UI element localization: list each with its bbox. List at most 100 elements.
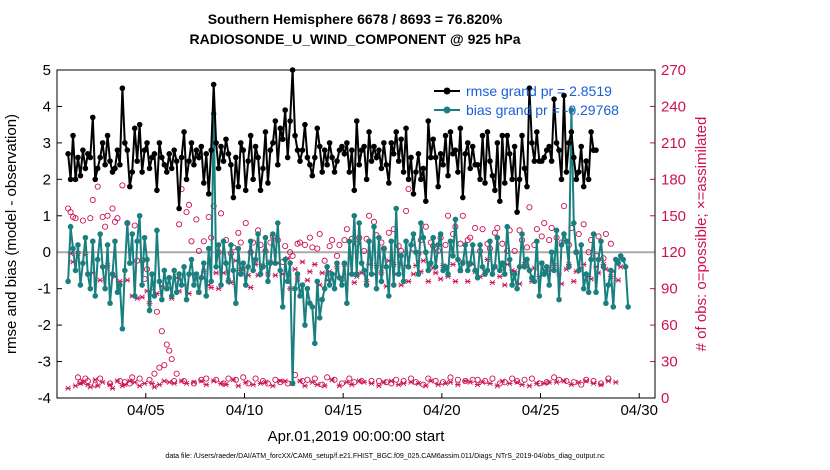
bias-point <box>506 256 513 263</box>
obs-possible-point <box>89 196 96 204</box>
bias-point <box>511 271 518 277</box>
obs-possible-point <box>264 380 271 387</box>
obs-assimilated-point <box>361 379 368 385</box>
bias-point <box>319 296 326 303</box>
rmse-point <box>151 151 158 157</box>
obs-possible-point <box>301 241 308 248</box>
bias-point <box>302 322 308 328</box>
obs-possible-point <box>509 375 516 382</box>
rmse-point <box>541 154 548 161</box>
bias-point <box>173 289 180 296</box>
obs-possible-point <box>188 238 195 245</box>
rmse-point <box>403 125 409 132</box>
bias-point <box>156 278 163 285</box>
obs-possible-point <box>580 221 587 228</box>
bias-point <box>329 271 335 277</box>
rmse-point <box>166 151 173 157</box>
obs-assimilated-point <box>546 379 553 385</box>
obs-assimilated-point <box>380 379 387 385</box>
bias-point <box>524 256 530 263</box>
bias-point <box>580 285 587 292</box>
rmse-point <box>122 140 128 146</box>
obs-assimilated-point <box>489 279 496 286</box>
obs-assimilated-point <box>501 282 508 288</box>
bias-point <box>344 300 350 307</box>
bias-point <box>168 293 175 299</box>
obs-assimilated-point <box>109 385 116 391</box>
rmse-point <box>173 158 180 164</box>
bias-point <box>477 242 483 248</box>
rmse-point <box>215 165 222 172</box>
bias-point <box>117 282 123 288</box>
bias-point <box>208 278 214 285</box>
rmse-point <box>107 158 113 164</box>
obs-possible-point <box>602 230 609 238</box>
bias-point <box>304 285 311 292</box>
bias-point <box>225 278 232 285</box>
bias-point <box>415 271 422 277</box>
obs-possible-point <box>173 370 180 377</box>
y-right-tick-label: 120 <box>661 244 686 261</box>
bias-point <box>171 267 177 274</box>
obs-possible-point <box>97 375 104 382</box>
obs-possible-point <box>407 375 415 382</box>
bias-point <box>467 260 474 266</box>
obs-assimilated-point <box>526 383 533 389</box>
bias-point <box>129 231 136 237</box>
obs-possible-point <box>314 245 321 252</box>
obs-possible-point <box>533 226 540 233</box>
bias-point <box>336 274 343 281</box>
rmse-point <box>230 194 237 201</box>
legend-bias: bias grand pr = -0.29768 <box>466 102 619 118</box>
obs-possible-point <box>296 239 304 246</box>
rmse-point <box>159 154 165 161</box>
obs-possible-point <box>521 376 528 383</box>
rmse-point <box>183 176 190 183</box>
obs-possible-point <box>499 240 506 247</box>
rmse-point <box>460 194 466 201</box>
obs-possible-point <box>442 241 449 248</box>
rmse-point <box>262 129 269 135</box>
rmse-point <box>551 96 557 102</box>
rmse-point <box>395 158 402 164</box>
rmse-point <box>156 140 163 146</box>
obs-assimilated-point <box>356 378 363 384</box>
rmse-point <box>455 169 461 175</box>
bias-point <box>112 238 118 245</box>
bias-point <box>452 216 459 223</box>
bias-point <box>603 300 609 307</box>
obs-assimilated-point <box>299 259 306 265</box>
bias-point <box>622 264 629 270</box>
bias-point <box>427 260 434 266</box>
bias-point <box>447 238 454 245</box>
rmse-point <box>181 129 187 135</box>
obs-possible-point <box>119 182 126 189</box>
obs-assimilated-point <box>218 380 224 387</box>
bias-point <box>605 282 612 288</box>
y-tick-label: 0 <box>43 244 51 261</box>
bias-point <box>546 282 552 288</box>
rmse-point <box>287 118 293 124</box>
obs-assimilated-point <box>247 284 254 291</box>
rmse-point <box>415 151 422 157</box>
bias-point <box>176 271 182 277</box>
obs-possible-point <box>111 218 119 225</box>
bias-point <box>89 238 96 245</box>
bias-point <box>543 264 550 270</box>
obs-possible-point <box>489 375 496 382</box>
y-tick-label: -2 <box>38 317 51 334</box>
y-tick-label: -1 <box>38 281 51 298</box>
obs-assimilated-point <box>568 382 575 388</box>
obs-possible-point <box>366 212 373 219</box>
rmse-point <box>400 169 407 175</box>
y-tick-label: 4 <box>43 98 51 115</box>
bias-point <box>455 256 461 263</box>
rmse-point <box>381 140 387 146</box>
obs-possible-point <box>432 377 439 385</box>
obs-possible-point <box>583 376 590 383</box>
obs-assimilated-point <box>230 377 237 383</box>
rmse-point <box>501 180 508 186</box>
obs-assimilated-point <box>395 382 402 388</box>
obs-assimilated-point <box>405 278 412 284</box>
bias-point <box>469 242 476 248</box>
